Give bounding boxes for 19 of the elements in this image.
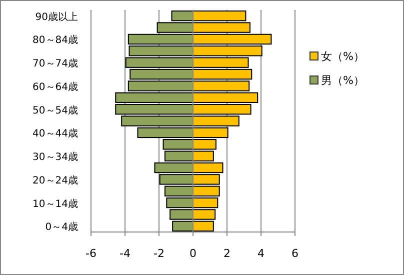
x-tick-label: -4 xyxy=(120,247,130,260)
y-tick-label: 70～74歳 xyxy=(32,58,78,70)
y-tick-label: 30～34歳 xyxy=(32,151,78,164)
y-tick-label: 40～44歳 xyxy=(32,128,78,140)
x-tick-label: 6 xyxy=(292,247,298,260)
x-tick-label: -6 xyxy=(86,247,96,260)
y-tick-label: 60～64歳 xyxy=(32,80,78,93)
y-tick-label: 0～4歳 xyxy=(45,221,78,234)
x-tick-label: 4 xyxy=(258,247,264,260)
y-tick-label: 20～24歳 xyxy=(32,174,78,186)
legend-label: 男（%） xyxy=(321,74,364,87)
y-tick-label: 80～84歳 xyxy=(32,34,78,46)
x-tick-label: 0 xyxy=(190,247,196,260)
x-tick-label: -2 xyxy=(154,247,164,260)
y-tick-label: 50～54歳 xyxy=(32,104,78,116)
x-tick-label: 2 xyxy=(224,247,230,260)
y-tick-label: 90歳以上 xyxy=(35,10,78,23)
y-tick-label: 10～14歳 xyxy=(32,198,78,210)
legend-label: 女（%） xyxy=(321,50,364,63)
